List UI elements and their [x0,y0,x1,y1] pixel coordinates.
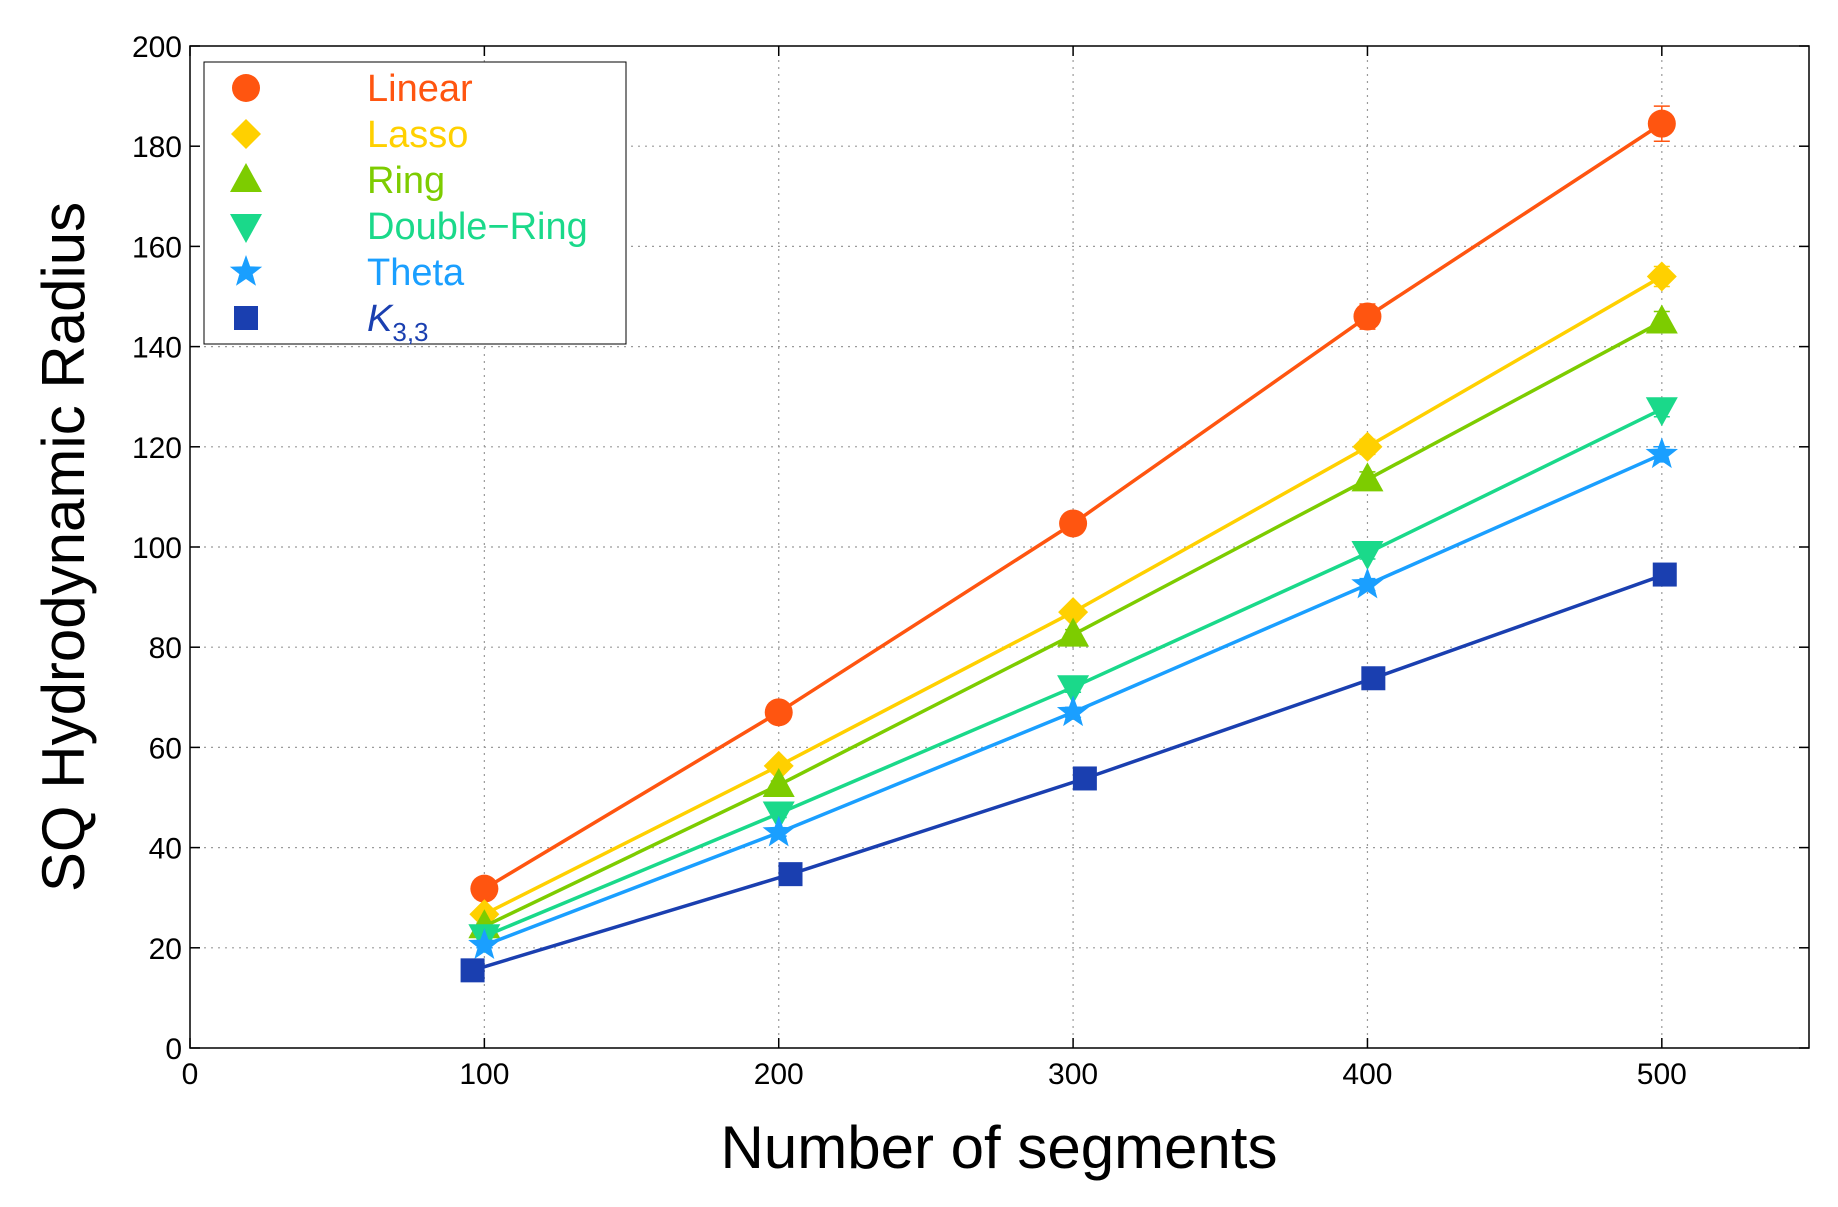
data-point [1057,675,1090,705]
legend-box [203,61,627,345]
legend-label-double-ring: Double−Ring [367,206,588,248]
series-linear [470,105,1676,903]
data-point [468,928,501,960]
x-tick-label: 300 [1048,1058,1098,1091]
series-layer [460,105,1678,983]
data-point [1646,261,1677,292]
y-tick-label: 80 [149,632,182,665]
legend-label-lasso: Lasso [367,114,468,156]
data-point [1351,567,1384,599]
data-point [1059,509,1088,538]
y-axis-title: SQ Hydrodynamic Radius [30,202,97,892]
y-tick-label: 0 [165,1033,182,1066]
data-point [1645,437,1678,469]
x-tick-label: 200 [754,1058,804,1091]
legend-label-main: K [367,298,394,340]
x-tick-label: 100 [459,1058,509,1091]
y-tick-label: 160 [132,231,182,264]
data-point [1351,541,1384,571]
data-point [1645,397,1678,427]
data-point [1652,562,1677,587]
data-point [1352,431,1383,462]
data-point [1072,766,1097,791]
data-point [762,767,795,797]
legend-label-theta: Theta [367,252,465,294]
legend-marker-theta [229,255,263,286]
legend-marker-lasso [231,119,261,149]
y-tick-label: 100 [132,532,182,565]
data-point [1056,695,1090,727]
y-tick-label: 180 [132,131,182,164]
legend-label-subscript: 3,3 [392,317,428,347]
legend-label-linear: Linear [367,68,473,110]
data-point [460,958,485,983]
y-tick-label: 40 [149,833,182,866]
data-point [1353,302,1382,331]
data-point [1058,597,1089,628]
legend-marker-ring [230,163,262,192]
data-point [1645,304,1678,334]
y-tick-label: 20 [149,933,182,966]
series-k [460,562,1677,983]
legend-label-k: K3,3 [367,298,429,347]
y-tick-label: 200 [132,31,182,64]
series-theta [468,437,1678,960]
data-point [1057,617,1090,647]
x-tick-label: 500 [1637,1058,1687,1091]
legend-marker-linear [232,74,260,102]
y-tick-label: 60 [149,732,182,765]
legend-marker-k [234,306,258,330]
data-point [1647,109,1676,138]
data-point [1351,462,1384,492]
data-point [1361,666,1386,691]
x-axis-title: Number of segments [721,1114,1278,1181]
y-tick-label: 120 [132,432,182,465]
x-tick-label: 400 [1342,1058,1392,1091]
ticks-layer: 0 100 200 300 400 500 0 20 40 60 80 100 120 140 160 180… [132,31,1809,1091]
data-point [778,862,803,887]
legend-label-ring: Ring [367,160,445,202]
data-point [470,874,499,903]
data-point [763,750,794,781]
data-point [762,815,795,847]
y-tick-label: 140 [132,332,182,365]
x-tick-label: 0 [182,1058,199,1091]
data-point [764,698,793,727]
legend-marker-double-ring [230,214,262,243]
